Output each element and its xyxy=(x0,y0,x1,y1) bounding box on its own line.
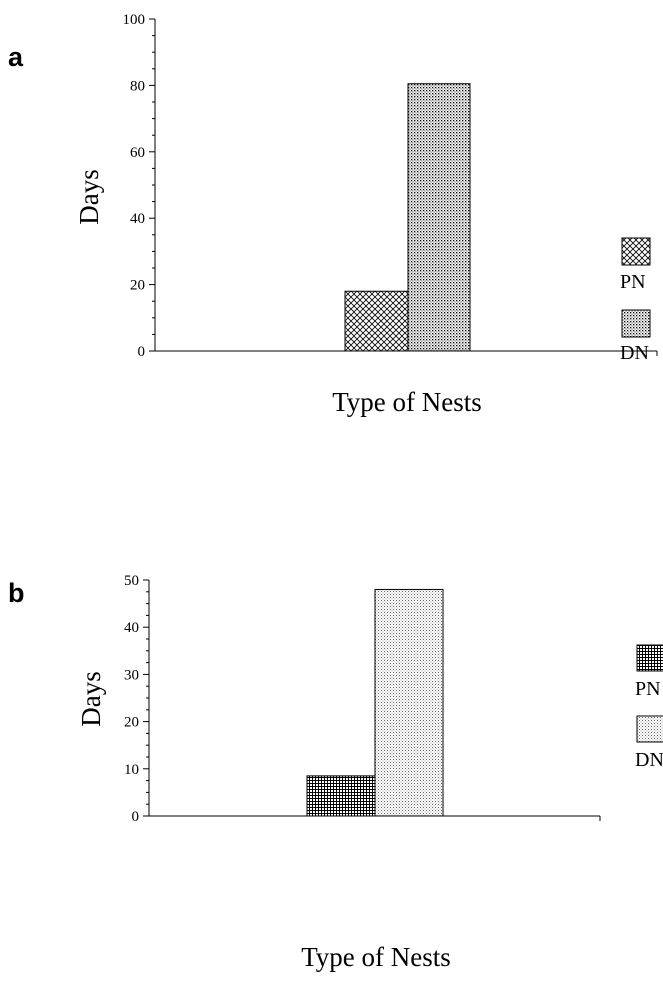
plot-area-b: 0 10 20 30 40 50 xyxy=(124,573,601,825)
panel-letter-a: a xyxy=(8,42,24,72)
bar-pn-a xyxy=(344,290,409,352)
y-axis-title-a: Days xyxy=(74,169,104,225)
y-tick-label-a: 80 xyxy=(130,78,145,94)
chart-panel-a: a Days 0 20 40 60 80 100 Type of Nests PN DN xyxy=(8,12,658,417)
legend-label-pn-b: PN xyxy=(635,678,661,700)
legend-swatch-pn-b xyxy=(636,644,663,672)
y-tick-label-b: 0 xyxy=(132,809,140,825)
legend-label-dn-b: DN xyxy=(635,749,663,771)
y-axis-title-b: Days xyxy=(76,671,106,727)
bar-dn-b xyxy=(374,588,444,817)
y-tick-label-a: 40 xyxy=(130,211,145,227)
y-tick-label-a: 100 xyxy=(123,12,146,28)
y-tick-label-a: 60 xyxy=(130,145,145,161)
legend-label-dn-a: DN xyxy=(620,342,649,364)
panel-letter-b: b xyxy=(8,578,25,608)
legend-swatch-dn-b xyxy=(636,715,663,743)
y-tick-label-b: 10 xyxy=(124,762,139,778)
legend-a: PN DN xyxy=(620,237,651,364)
bar-pn-b xyxy=(306,775,376,817)
y-tick-label-b: 20 xyxy=(124,715,139,731)
y-tick-label-a: 20 xyxy=(130,278,145,294)
legend-swatch-dn-a xyxy=(621,309,651,338)
x-axis-title-a: Type of Nests xyxy=(332,387,482,417)
bar-dn-a xyxy=(407,83,471,352)
legend-swatch-pn-a xyxy=(621,237,651,266)
x-axis-title-b: Type of Nests xyxy=(301,942,451,972)
legend-label-pn-a: PN xyxy=(620,271,646,293)
y-tick-label-b: 30 xyxy=(124,667,139,683)
y-tick-label-b: 40 xyxy=(124,620,139,636)
legend-b: PN DN xyxy=(635,644,663,771)
y-tick-label-a: 0 xyxy=(138,344,146,360)
plot-area-a: 0 20 40 60 80 100 xyxy=(123,12,658,360)
y-tick-label-b: 50 xyxy=(124,573,139,589)
chart-panel-b: b Days 0 10 20 30 40 50 Type of Nests PN DN xyxy=(8,573,663,972)
